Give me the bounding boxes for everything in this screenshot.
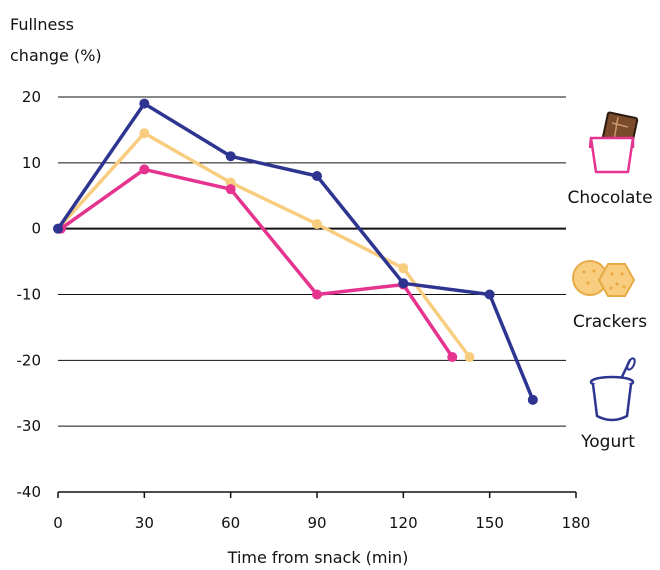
x-tick-label: 150 <box>475 514 504 532</box>
y-tick-label: 10 <box>22 154 41 172</box>
data-point-yogurt <box>225 151 236 162</box>
data-point-crackers <box>464 352 475 363</box>
data-point-crackers <box>139 128 150 139</box>
data-point-yogurt <box>53 223 63 234</box>
legend-label-chocolate: Chocolate <box>567 188 652 208</box>
series-yogurt <box>53 98 538 405</box>
legend-item-crackers: Crackers <box>572 260 647 332</box>
series-line-chocolate <box>59 167 455 359</box>
data-point-chocolate <box>312 289 322 300</box>
data-point-chocolate <box>447 352 458 363</box>
y-tick-label: -30 <box>17 417 42 435</box>
y-tick-label: 20 <box>22 88 41 106</box>
data-point-yogurt <box>527 394 538 405</box>
data-point-chocolate <box>139 164 150 175</box>
series-lines <box>53 98 538 405</box>
y-axis-title-line-1: Fullness <box>10 15 74 34</box>
y-axis-title: Fullness change (%) <box>10 15 102 65</box>
data-point-yogurt <box>398 278 409 289</box>
y-axis-title-line-2: change (%) <box>10 46 102 65</box>
y-tick-label: 0 <box>31 220 41 238</box>
x-tick-label: 0 <box>53 514 63 532</box>
x-axis-title: Time from snack (min) <box>227 548 409 567</box>
gridlines <box>58 96 566 427</box>
data-point-yogurt <box>139 98 150 109</box>
chocolate-bar-icon <box>588 111 639 174</box>
x-tick-label: 60 <box>221 514 240 532</box>
data-point-crackers <box>398 263 409 274</box>
x-tick-label: 180 <box>562 514 591 532</box>
yogurt-cup-icon <box>589 357 636 422</box>
x-tick-label: 90 <box>307 514 326 532</box>
data-point-yogurt <box>484 289 495 300</box>
y-tick-label: -10 <box>17 286 42 304</box>
x-tick-label: 30 <box>135 514 154 532</box>
y-tick-label: -40 <box>17 483 42 501</box>
data-point-crackers <box>312 219 322 230</box>
data-point-chocolate <box>225 184 236 195</box>
x-tick-label: 120 <box>389 514 418 532</box>
legend: Chocolate Crackers <box>567 111 653 452</box>
x-axis: 0 30 60 90 120 150 180 <box>53 491 591 532</box>
series-line-crackers <box>56 131 472 359</box>
data-point-yogurt <box>312 171 322 181</box>
y-axis-ticks: 20 10 0 -10 -20 -30 -40 <box>17 88 42 501</box>
y-tick-label: -20 <box>17 351 42 369</box>
legend-item-yogurt: Yogurt <box>580 357 636 452</box>
crackers-icon <box>572 260 636 297</box>
legend-label-yogurt: Yogurt <box>580 432 635 452</box>
legend-item-chocolate: Chocolate <box>567 111 653 208</box>
legend-label-crackers: Crackers <box>573 312 647 332</box>
